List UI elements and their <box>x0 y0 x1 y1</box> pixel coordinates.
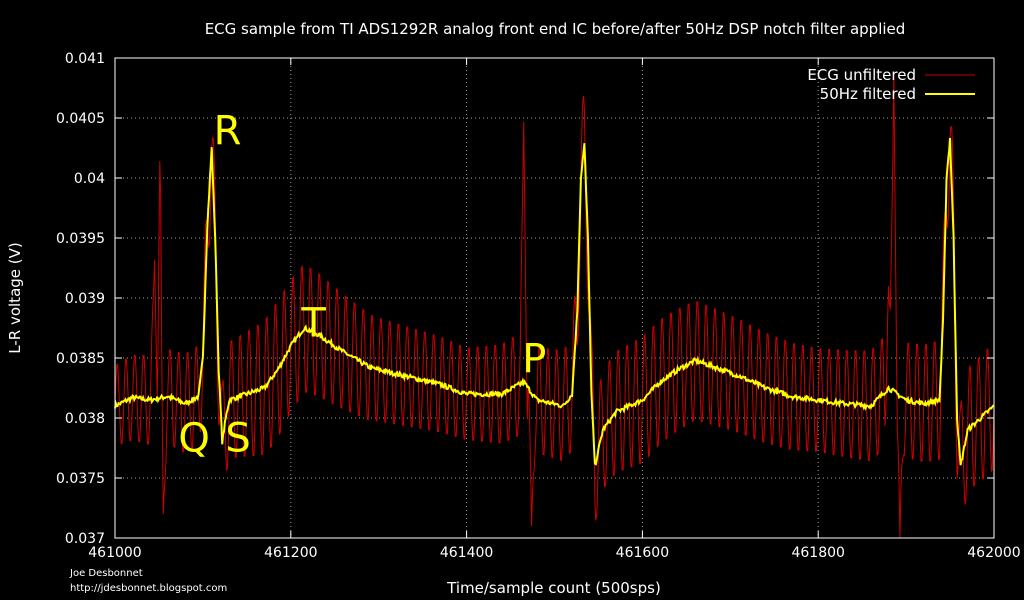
x-tick-label: 462000 <box>967 545 1020 561</box>
y-tick-label: 0.0385 <box>56 351 105 367</box>
y-tick-label: 0.038 <box>65 411 105 427</box>
y-tick-label: 0.0405 <box>56 111 105 127</box>
series-layer <box>114 72 995 539</box>
y-tick-label: 0.0395 <box>56 231 105 247</box>
annotations: R Q S T P <box>178 108 546 461</box>
credit-author: Joe Desbonnet <box>70 568 143 579</box>
x-tick-label: 461800 <box>791 545 844 561</box>
x-tick-label: 461600 <box>616 545 669 561</box>
annotation-q: Q <box>178 416 209 462</box>
series-line-50hz-filtered <box>114 137 995 466</box>
annotation-t: T <box>300 300 326 346</box>
y-tick-label: 0.039 <box>65 291 105 307</box>
x-tick-label: 461000 <box>88 545 141 561</box>
credit-url[interactable]: http://jdesbonnet.blogspot.com <box>70 583 228 594</box>
annotation-r: R <box>214 108 242 154</box>
annotation-p: P <box>522 336 546 382</box>
x-tick-label: 461400 <box>440 545 493 561</box>
axis-ticks: 461000 461200 461400 461600 461800 462000 0.03… <box>56 51 1021 561</box>
annotation-s: S <box>225 416 250 462</box>
legend-label: ECG unfiltered <box>807 66 916 84</box>
legend-label: 50Hz filtered <box>820 85 916 103</box>
y-tick-label: 0.0375 <box>56 471 105 487</box>
chart-title: ECG sample from TI ADS1292R analog front… <box>205 20 906 38</box>
y-tick-label: 0.04 <box>74 171 105 187</box>
x-axis-label: Time/sample count (500sps) <box>446 579 661 597</box>
y-tick-label: 0.037 <box>65 531 105 547</box>
y-tick-label: 0.041 <box>65 51 105 67</box>
y-axis-label: L-R voltage (V) <box>6 242 24 353</box>
x-tick-label: 461200 <box>264 545 317 561</box>
